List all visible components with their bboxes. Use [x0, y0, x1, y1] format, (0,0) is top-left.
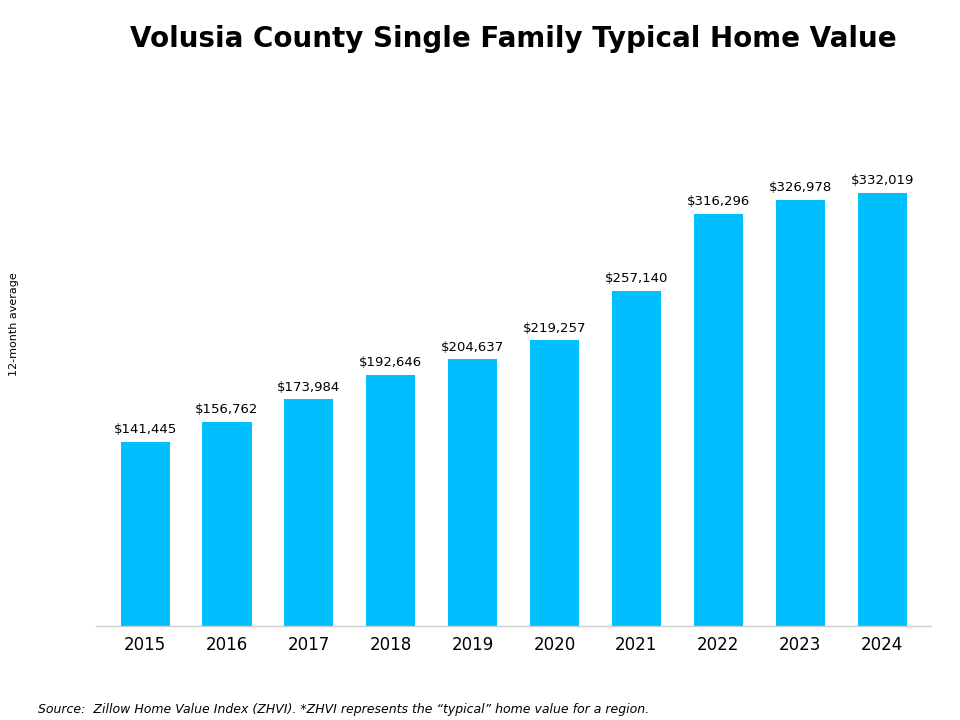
Text: $316,296: $316,296 — [686, 195, 750, 208]
Bar — [366, 375, 416, 626]
Bar — [284, 400, 333, 626]
Bar — [857, 193, 906, 626]
Text: 12-month average: 12-month average — [10, 272, 19, 376]
Bar — [121, 442, 170, 626]
Text: Source:  Zillow Home Value Index (ZHVI). *ZHVI represents the “typical” home val: Source: Zillow Home Value Index (ZHVI). … — [38, 703, 650, 716]
Title: Volusia County Single Family Typical Home Value: Volusia County Single Family Typical Hom… — [131, 25, 897, 53]
Text: $257,140: $257,140 — [605, 272, 668, 285]
Text: $141,445: $141,445 — [113, 423, 177, 436]
Bar — [448, 359, 497, 626]
Bar — [612, 291, 661, 626]
Text: $326,978: $326,978 — [769, 181, 831, 194]
Text: $192,646: $192,646 — [359, 356, 422, 369]
Text: $219,257: $219,257 — [523, 322, 587, 335]
Bar — [203, 422, 252, 626]
Bar — [776, 200, 825, 626]
Bar — [694, 214, 743, 626]
Text: $173,984: $173,984 — [277, 381, 341, 394]
Text: $332,019: $332,019 — [851, 174, 914, 187]
Text: $204,637: $204,637 — [441, 341, 504, 354]
Text: $156,762: $156,762 — [195, 403, 258, 416]
Bar — [530, 341, 579, 626]
